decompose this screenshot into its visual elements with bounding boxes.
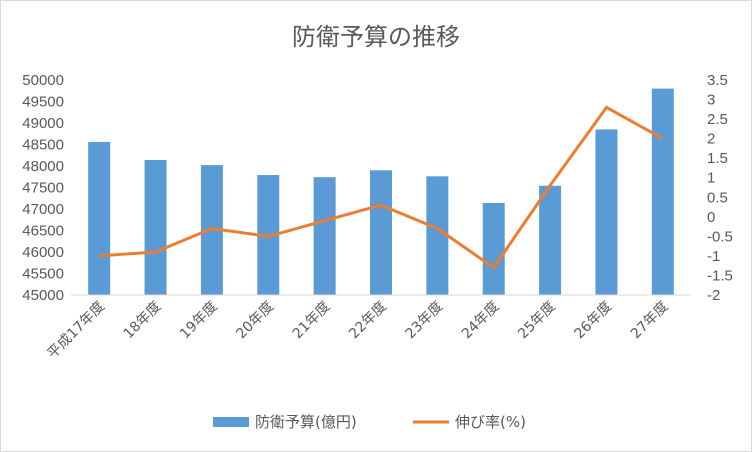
x-axis-ticks: 平成17年度 18年度 19年度 20年度 21年度 22年度 23年度 24年度 25年度 26… [44,299,671,363]
left-tick-label: 47500 [22,180,64,197]
left-tick-label: 48000 [22,158,64,175]
right-tick-label: 2.5 [707,111,728,128]
right-tick-label: -2 [707,287,720,304]
x-tick-label: 19年度 [177,299,221,343]
left-tick-label: 47000 [22,201,64,218]
right-tick-label: 1.5 [707,150,728,167]
legend-label-growth: 伸び率(%) [455,413,526,431]
left-tick-label: 49500 [22,94,64,111]
x-tick-label: 20年度 [233,299,277,343]
right-tick-label: 0.5 [707,189,728,206]
bar-9 [595,129,618,295]
bar-6 [426,176,449,295]
x-tick-label: 平成17年度 [44,299,108,363]
growth-rate-line [99,105,664,270]
x-tick-label: 22年度 [346,299,390,343]
bar-7 [482,202,505,295]
left-tick-label: 46000 [22,244,64,261]
bar-1 [144,159,167,295]
left-tick-label: 46500 [22,223,64,240]
x-tick-label: 18年度 [121,299,165,343]
right-tick-label: 0 [707,209,715,226]
bar-5 [370,170,392,295]
bar-0 [88,141,111,295]
left-tick-label: 45500 [22,266,64,283]
left-tick-label: 50000 [22,72,64,89]
right-tick-label: 2 [707,131,715,148]
left-axis-ticks: 45000 45500 46000 46500 47000 47500 48000 48500… [22,72,64,304]
right-tick-label: -0.5 [707,228,733,245]
x-tick-label: 27年度 [628,299,672,343]
legend: 防衛予算(億円) 伸び率(%) [213,413,526,431]
right-axis-ticks: -2 -1.5 -1 -0.5 0 0.5 1 1.5 2 2.5 3 3.5 [707,72,733,304]
x-tick-label: 23年度 [402,299,446,343]
left-tick-label: 48500 [22,137,64,154]
x-tick-label: 24年度 [459,299,503,343]
bar-10 [651,88,674,295]
left-tick-label: 49000 [22,115,64,132]
x-tick-label: 25年度 [515,299,559,343]
right-tick-label: -1.5 [707,267,733,284]
x-tick-label: 26年度 [572,299,616,343]
legend-swatch-budget [213,417,249,427]
right-tick-label: -1 [707,248,720,265]
x-tick-label: 21年度 [290,299,334,343]
bar-8 [539,185,562,295]
chart-title: 防衛予算の推移 [292,23,460,51]
right-tick-label: 3.5 [707,72,728,89]
right-tick-label: 1 [707,170,715,187]
bar-4 [313,177,336,295]
right-tick-label: 3 [707,92,715,109]
left-tick-label: 45000 [22,287,64,304]
legend-label-budget: 防衛予算(億円) [255,413,357,431]
bar-series [88,88,674,295]
